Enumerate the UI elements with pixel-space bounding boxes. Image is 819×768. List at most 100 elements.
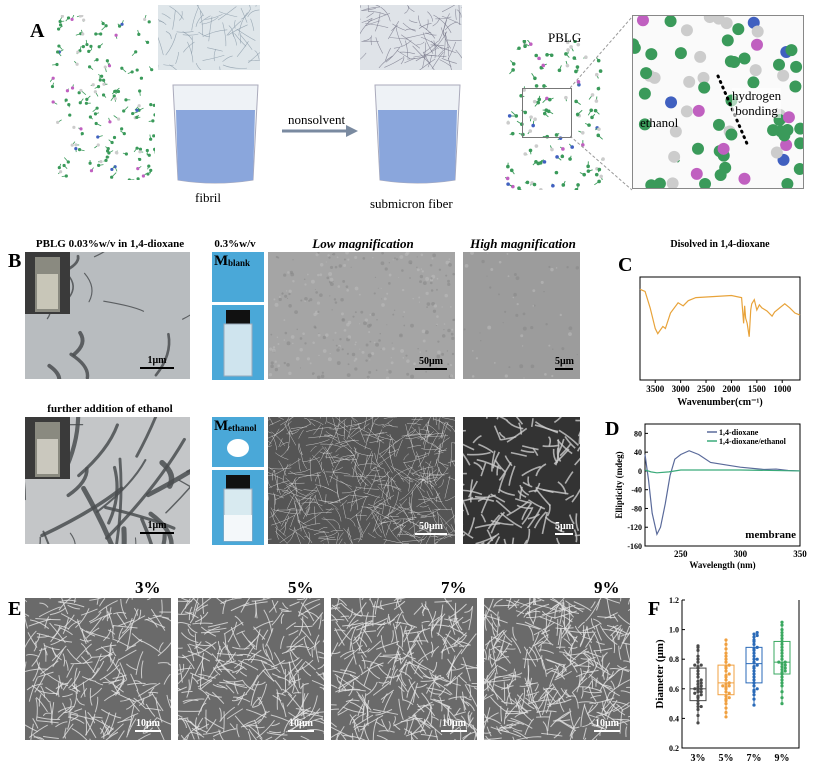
data-point — [693, 663, 697, 667]
chart-title: Disolved in 1,4-dioxane — [670, 239, 770, 250]
data-point — [724, 660, 728, 664]
data-point — [780, 670, 784, 675]
scale-bar-10um: 10μm — [288, 718, 314, 732]
data-point — [780, 645, 784, 649]
plot-frame — [644, 423, 801, 547]
data-point — [780, 684, 784, 688]
data-point — [780, 690, 784, 694]
concentration-label: 5% — [288, 578, 314, 597]
annotation-membrane: membrane — [745, 529, 796, 541]
data-point — [696, 660, 700, 664]
data-point — [699, 687, 703, 691]
x-axis-label: Wavelength (nm) — [689, 560, 755, 570]
data-point — [752, 635, 756, 639]
category-label: 7% — [747, 753, 762, 764]
tick-label: 1.0 — [669, 626, 679, 635]
data-point — [780, 657, 784, 661]
data-point — [752, 657, 756, 661]
data-point — [724, 706, 728, 710]
data-point — [783, 669, 787, 673]
data-point — [780, 630, 784, 635]
sem-high-mag-blank — [463, 252, 580, 379]
data-point — [727, 696, 731, 700]
pblg-molecule-chain — [50, 15, 155, 180]
data-point — [752, 638, 756, 642]
scale-text: 5μm — [555, 356, 574, 367]
data-point — [752, 678, 756, 682]
data-point — [755, 645, 759, 649]
data-point — [780, 628, 784, 632]
data-point — [780, 702, 784, 706]
concentration-label: 7% — [441, 578, 467, 597]
scale-text: 5μm — [555, 521, 574, 532]
m-label: M — [214, 418, 229, 434]
data-point — [755, 657, 759, 661]
scale-bar-50um: 50μm — [415, 356, 447, 370]
scale-bar-1um-2: 1μm — [140, 520, 174, 534]
scale-text: 50μm — [419, 521, 443, 532]
data-point — [780, 642, 784, 647]
data-point — [724, 651, 728, 655]
scale-text: 10μm — [595, 718, 619, 729]
category-label: 5% — [719, 753, 734, 764]
tick-label: 0 — [638, 467, 642, 476]
data-point — [752, 675, 756, 679]
data-point — [727, 684, 731, 688]
data-point — [724, 715, 728, 719]
pblg-label: PBLG — [548, 30, 582, 45]
panel-a-label: A — [30, 20, 45, 42]
hydrogen-bonding-label: hydrogen bonding — [732, 88, 782, 118]
data-point — [696, 685, 700, 689]
zoom-box — [522, 88, 572, 138]
data-point — [696, 644, 700, 648]
fibril-image — [158, 5, 260, 70]
sem-image-5pct — [178, 598, 324, 740]
ftir-line — [639, 288, 801, 337]
data-point — [699, 678, 703, 682]
tick-label: -120 — [627, 523, 642, 532]
data-point — [721, 684, 725, 688]
data-point — [755, 687, 759, 691]
data-point — [780, 696, 784, 700]
data-point — [696, 694, 700, 698]
sem-low-mag-ethanol — [268, 417, 455, 544]
data-point — [752, 693, 756, 697]
low-magnification-title: Low magnification — [312, 236, 414, 251]
fibril-caption: fibril — [195, 190, 221, 205]
panel-b-label: B — [8, 250, 22, 272]
y-axis-label: Diameter (μm) — [654, 639, 666, 709]
arrow-icon — [282, 125, 358, 137]
data-point — [724, 673, 728, 678]
tick-label: -80 — [631, 504, 642, 513]
vial-ethanol — [212, 470, 264, 545]
sem-low-mag-blank — [268, 252, 455, 379]
data-point — [727, 681, 731, 685]
data-point — [724, 702, 728, 706]
data-point — [780, 654, 784, 658]
data-point — [724, 678, 728, 682]
data-point — [752, 669, 756, 673]
plot-frame — [639, 276, 801, 381]
panel-d-label: D — [605, 418, 620, 440]
data-point — [724, 669, 728, 673]
x-axis-label: Wavenumber(cm⁻¹) — [677, 397, 762, 408]
data-point — [699, 704, 703, 709]
row1-title: PBLG 0.03%w/v in 1,4-dioxane — [35, 238, 185, 250]
panel-c-label: C — [618, 254, 633, 276]
data-point — [724, 642, 728, 647]
data-point — [752, 697, 756, 701]
data-point — [724, 647, 728, 651]
plot-frame — [681, 600, 800, 749]
data-point — [752, 688, 756, 692]
data-point — [724, 694, 728, 698]
data-point — [780, 648, 784, 652]
data-point — [780, 639, 784, 644]
data-point — [724, 657, 728, 661]
data-point — [699, 690, 703, 694]
m-sub-label: blank — [228, 258, 251, 268]
data-point — [752, 632, 756, 636]
tick-label: 300 — [734, 549, 748, 559]
data-point — [696, 672, 700, 676]
